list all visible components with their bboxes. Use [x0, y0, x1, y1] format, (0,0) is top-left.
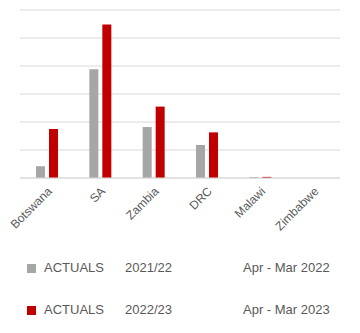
svg-text:SA: SA — [87, 184, 108, 205]
svg-text:DRC: DRC — [187, 184, 216, 213]
svg-text:Zambia: Zambia — [123, 184, 161, 222]
svg-text:Zimbabwe: Zimbabwe — [272, 184, 321, 233]
svg-text:Malawi: Malawi — [232, 184, 268, 220]
svg-text:Botswana: Botswana — [8, 184, 55, 231]
html-text:ACTUALS: ACTUALS — [44, 302, 104, 317]
html-text:Apr - Mar 2022: Apr - Mar 2022 — [243, 260, 330, 275]
html-text:Apr - Mar 2023: Apr - Mar 2023 — [243, 302, 330, 317]
html-text:2021/22: 2021/22 — [125, 260, 172, 275]
html-text:ACTUALS: ACTUALS — [44, 260, 104, 275]
html-text:2022/23: 2022/23 — [125, 302, 172, 317]
